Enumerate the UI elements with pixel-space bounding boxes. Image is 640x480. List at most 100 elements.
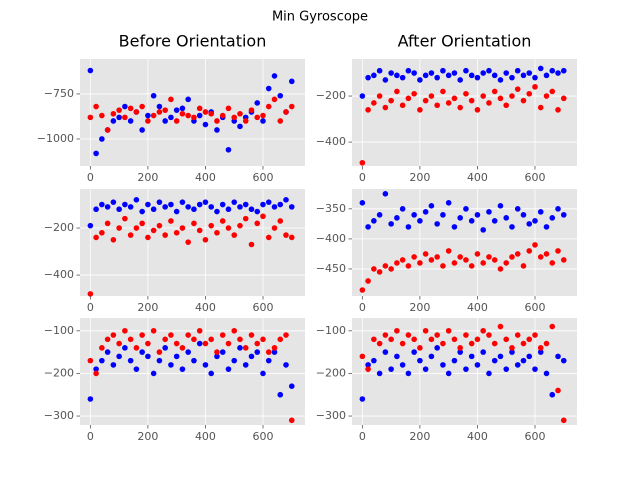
x-tick-label: 0 xyxy=(87,430,94,443)
point xyxy=(110,332,117,338)
point xyxy=(399,257,406,263)
point xyxy=(122,345,128,351)
point xyxy=(388,336,394,343)
point xyxy=(116,353,122,360)
x-tick-label: 600 xyxy=(524,430,545,443)
point xyxy=(486,209,492,215)
point xyxy=(399,206,406,212)
point xyxy=(376,212,383,218)
point xyxy=(145,353,151,360)
point xyxy=(191,114,197,121)
x-tick-label: 400 xyxy=(467,430,488,443)
y-tick-label: −400 xyxy=(316,135,346,148)
point xyxy=(185,239,191,245)
point xyxy=(242,118,249,124)
point xyxy=(555,206,561,212)
point xyxy=(156,103,163,110)
point xyxy=(168,332,174,338)
point xyxy=(463,332,469,338)
point xyxy=(394,72,400,79)
point xyxy=(162,118,168,124)
y-tick-label: −100 xyxy=(316,324,346,337)
point xyxy=(463,257,469,263)
point xyxy=(451,95,458,102)
point xyxy=(463,206,469,212)
point xyxy=(463,90,469,97)
point xyxy=(133,345,140,351)
point xyxy=(162,204,168,210)
point xyxy=(451,70,458,76)
point xyxy=(388,221,394,227)
point xyxy=(422,209,429,215)
point xyxy=(104,220,111,227)
point xyxy=(468,353,475,360)
point xyxy=(549,323,556,330)
point xyxy=(422,97,429,104)
point xyxy=(93,206,99,213)
x-tick-label: 0 xyxy=(359,430,366,443)
point xyxy=(457,77,463,83)
point xyxy=(93,234,99,241)
point xyxy=(127,336,134,343)
point xyxy=(168,218,174,224)
point xyxy=(560,417,567,424)
point xyxy=(543,251,550,257)
point xyxy=(445,327,452,334)
point xyxy=(440,88,446,95)
x-tick-label: 0 xyxy=(359,171,366,184)
point xyxy=(277,391,284,398)
point xyxy=(532,242,538,248)
point xyxy=(509,345,515,351)
point xyxy=(93,150,99,157)
point xyxy=(185,112,191,119)
point xyxy=(434,345,440,351)
point xyxy=(225,206,232,213)
point xyxy=(214,349,220,355)
x-tick-label: 600 xyxy=(524,171,545,184)
point xyxy=(394,260,400,266)
point xyxy=(139,208,145,215)
point xyxy=(428,93,435,99)
point xyxy=(503,260,510,266)
point xyxy=(173,229,180,236)
point xyxy=(382,191,389,197)
point xyxy=(503,70,510,76)
point xyxy=(411,70,417,76)
point xyxy=(254,220,261,227)
point xyxy=(219,332,226,338)
point xyxy=(202,362,209,368)
point xyxy=(549,215,556,221)
point xyxy=(365,366,371,372)
point xyxy=(480,227,487,233)
y-tick-label: −350 xyxy=(316,202,346,215)
point xyxy=(560,212,567,218)
point xyxy=(428,336,435,343)
point xyxy=(150,112,157,119)
point xyxy=(365,74,371,81)
point xyxy=(254,208,261,215)
point xyxy=(288,417,295,424)
point xyxy=(156,222,163,229)
point xyxy=(359,200,366,206)
point xyxy=(185,96,191,103)
point xyxy=(139,127,145,133)
point xyxy=(376,67,383,74)
point xyxy=(411,212,417,218)
point xyxy=(468,72,475,79)
point xyxy=(405,263,412,269)
point xyxy=(509,254,515,260)
point xyxy=(376,370,383,377)
point xyxy=(428,70,435,76)
point xyxy=(122,201,128,208)
point xyxy=(283,232,289,238)
point xyxy=(179,366,186,372)
point xyxy=(474,107,481,113)
x-tick-label: 0 xyxy=(87,171,94,184)
point xyxy=(196,340,203,347)
point xyxy=(196,327,203,334)
point xyxy=(191,206,197,213)
point xyxy=(237,345,243,351)
point xyxy=(434,332,440,338)
point xyxy=(445,248,452,254)
point xyxy=(359,396,366,402)
